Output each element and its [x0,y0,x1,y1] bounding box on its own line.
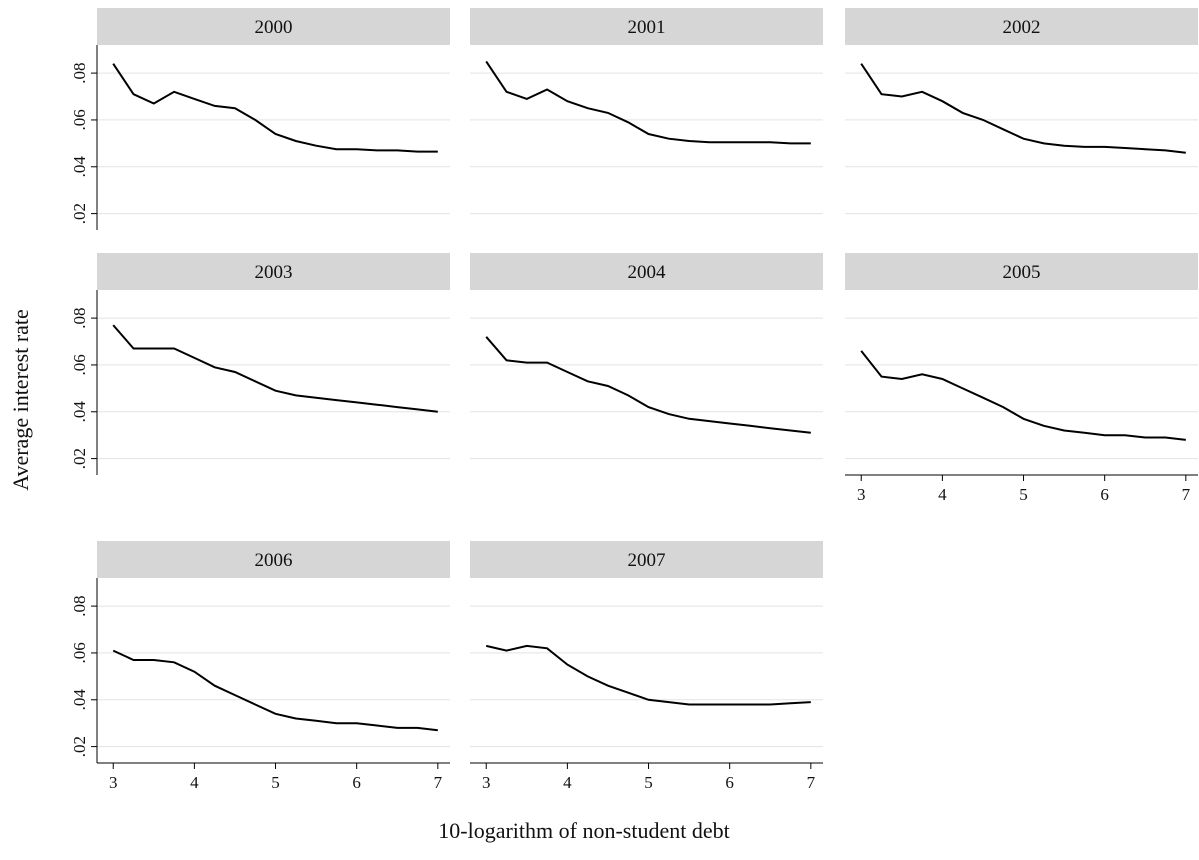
strip [470,253,823,290]
panel-title: 2005 [1003,262,1041,283]
x-tick-label: 7 [1182,485,1191,504]
line [860,63,1186,154]
x-tick-label: 5 [271,773,280,792]
panel-title: 2007 [628,550,666,571]
x-tick-label: 7 [807,773,816,792]
panel-title: 2003 [255,262,293,283]
x-tick-label: 4 [938,485,947,504]
y-tick-label: .04 [70,401,89,423]
y-tick-label: .08 [70,307,89,328]
line [485,60,811,145]
x-tick-label: 6 [352,773,361,792]
panel-title: 2006 [255,550,293,571]
strip [845,8,1198,45]
panel-title: 2001 [628,17,666,38]
strip [97,541,450,578]
y-tick-label: .04 [70,689,89,711]
y-tick-label: .02 [70,203,89,224]
x-tick-label: 3 [482,773,491,792]
x-tick-label: 3 [109,773,118,792]
strip [845,253,1198,290]
strip [97,8,450,45]
strip [97,253,450,290]
y-tick-label: .02 [70,736,89,757]
strip [470,8,823,45]
strip [470,541,823,578]
x-tick-label: 4 [190,773,199,792]
y-tick-label: .06 [70,642,89,663]
line [112,63,438,153]
x-axis-label: 10-logarithm of non-student debt [438,818,729,843]
line [112,649,438,732]
x-tick-label: 4 [563,773,572,792]
y-tick-label: .06 [70,109,89,130]
y-tick-label: .02 [70,448,89,469]
panel-title: 2004 [628,262,667,283]
y-tick-label: .08 [70,62,89,83]
y-tick-label: .06 [70,354,89,375]
panel-title: 2002 [1003,17,1041,38]
x-tick-label: 6 [1100,485,1109,504]
line [112,324,438,413]
x-tick-label: 6 [725,773,734,792]
line [485,644,811,706]
y-tick-label: .04 [70,156,89,178]
y-axis-label: Average interest rate [8,309,33,491]
x-tick-label: 5 [644,773,653,792]
panel-title: 2000 [255,17,293,38]
x-tick-label: 3 [857,485,866,504]
x-tick-label: 7 [434,773,443,792]
line [860,350,1186,441]
y-tick-label: .08 [70,595,89,616]
line [485,336,811,434]
x-tick-label: 5 [1019,485,1028,504]
